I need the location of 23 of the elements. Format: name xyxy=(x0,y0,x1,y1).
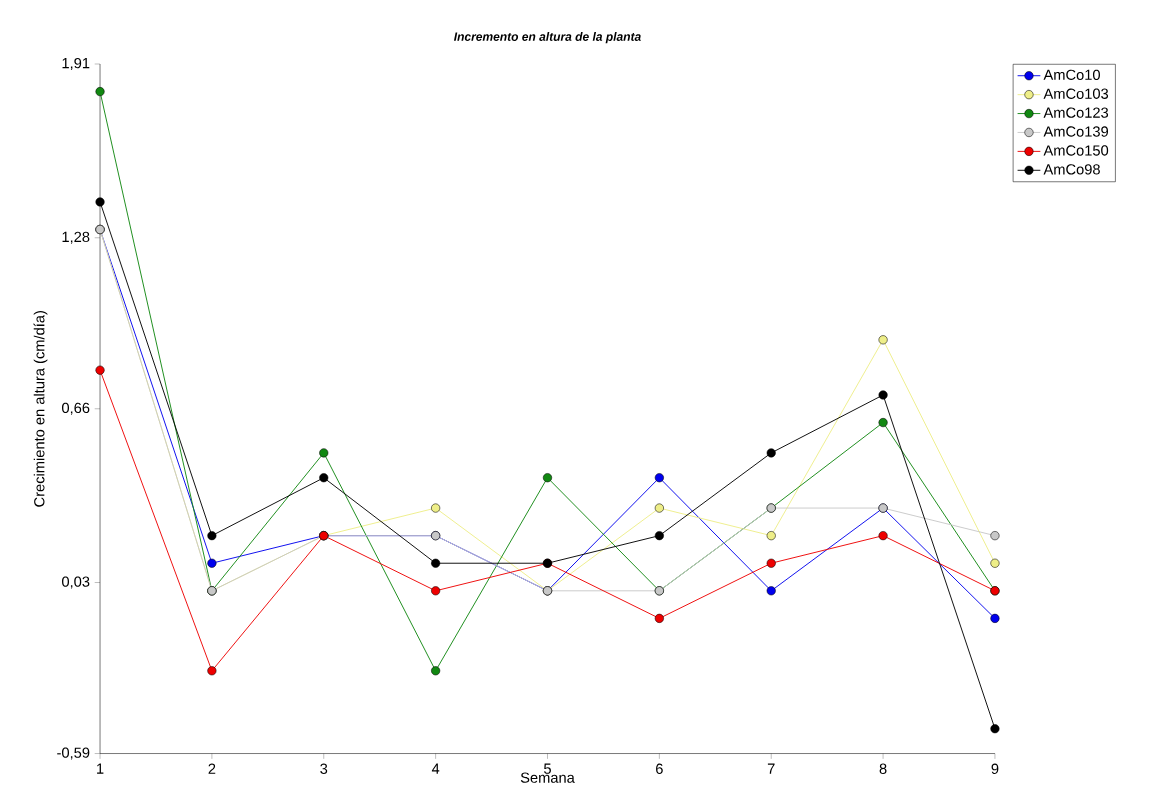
legend-label: AmCo150 xyxy=(1043,145,1109,156)
x-tick-label: 8 xyxy=(879,763,887,775)
y-tick-label: 1,91 xyxy=(62,58,90,71)
x-tick-label: 6 xyxy=(656,763,663,775)
legend-label: AmCo98 xyxy=(1043,164,1100,175)
chart-title: Incremento en altura de la planta xyxy=(453,32,641,44)
legend-label: AmCo123 xyxy=(1043,107,1109,119)
x-tick-label: 4 xyxy=(431,763,440,774)
legend-label: AmCo103 xyxy=(1043,88,1109,100)
y-tick-label: -0,59 xyxy=(57,747,90,760)
x-tick-label: 5 xyxy=(544,763,551,775)
legend-label: AmCo10 xyxy=(1043,69,1100,81)
y-axis-title: Crecimiento en altura (cm/día) xyxy=(33,311,48,507)
y-tick-label: 0,03 xyxy=(62,576,90,589)
x-tick-label: 2 xyxy=(208,763,216,775)
x-tick-label: 7 xyxy=(767,763,775,774)
y-tick-label: 1,28 xyxy=(62,231,90,245)
legend-label: AmCo139 xyxy=(1043,126,1109,137)
x-tick-label: 9 xyxy=(991,763,999,775)
x-tick-label: 3 xyxy=(320,763,328,775)
x-axis-title: Semana xyxy=(520,772,575,784)
x-tick-label: 1 xyxy=(97,763,104,774)
y-tick-label: 0,66 xyxy=(62,402,90,416)
